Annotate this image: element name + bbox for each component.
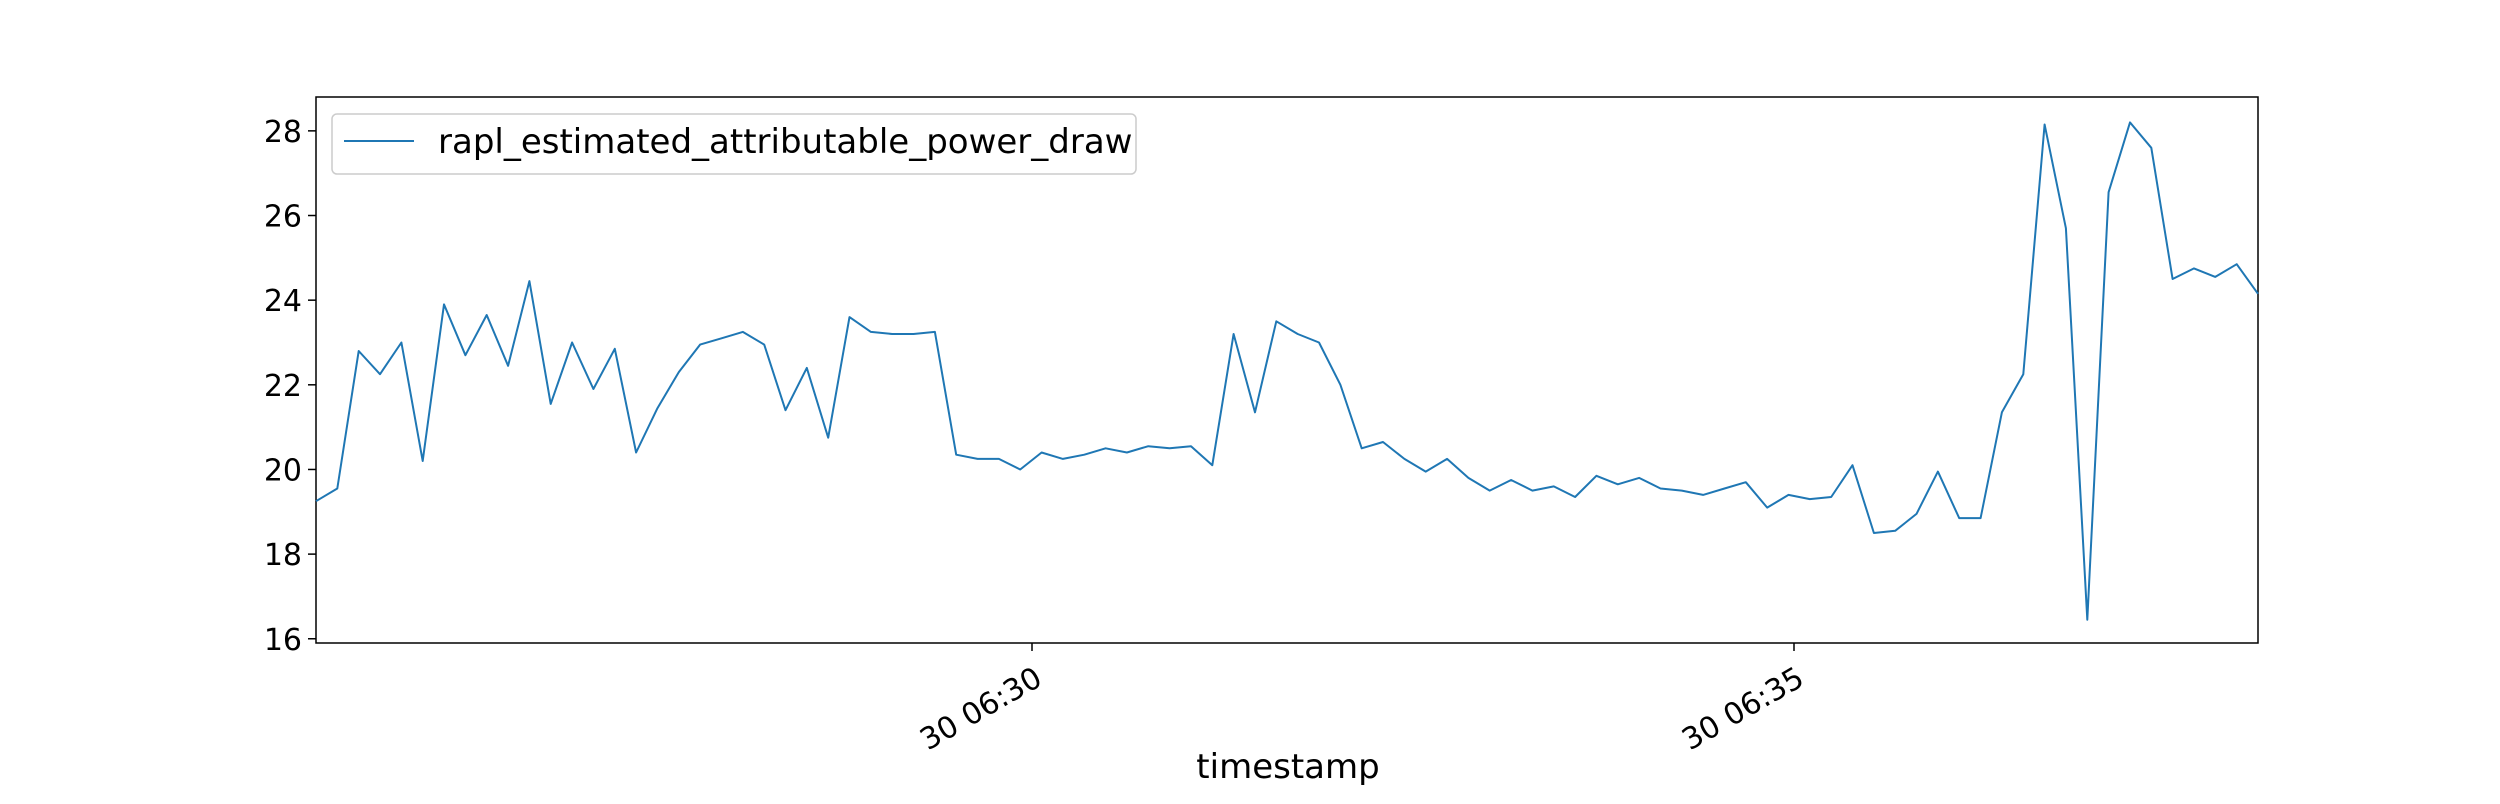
- x-axis-label: timestamp: [1196, 747, 1379, 787]
- series-line: [315, 121, 2259, 621]
- series-layer: [315, 121, 2259, 621]
- legend-series-label: rapl_estimated_attributable_power_draw: [438, 122, 1133, 162]
- legend-box: [331, 113, 1137, 175]
- y-tick-label: 24: [264, 284, 302, 319]
- x-tick-label: 30 06:35: [1676, 660, 1810, 757]
- plot-area: [315, 96, 2259, 644]
- y-tick-label: 28: [264, 115, 302, 150]
- y-tick-label: 20: [264, 453, 302, 488]
- y-tick-label: 26: [264, 200, 302, 235]
- y-tick-label: 22: [264, 369, 302, 404]
- x-tick-label: 30 06:30: [914, 660, 1048, 757]
- y-tick-label: 16: [264, 623, 302, 658]
- plot-frame: [315, 96, 2259, 644]
- y-tick-label: 18: [264, 538, 302, 573]
- legend: rapl_estimated_attributable_power_draw: [331, 113, 1137, 175]
